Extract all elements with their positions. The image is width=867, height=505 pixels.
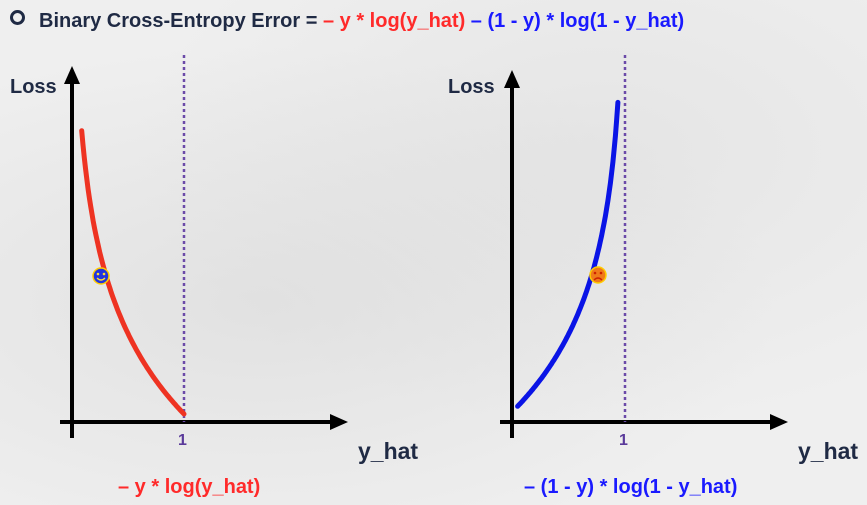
left-loss-curve	[79, 128, 187, 417]
formula-term-2: – (1 - y) * log(1 - y_hat)	[465, 10, 685, 32]
formula-term-1: – y * log(y_hat)	[322, 10, 466, 32]
right-x-axis-label: y_hat	[798, 438, 859, 464]
smiley-face-icon	[92, 267, 110, 285]
right-caption: – (1 - y) * log(1 - y_hat)	[524, 476, 738, 498]
left-tick-label-1: 1	[178, 432, 187, 449]
left-y-axis-arrow	[64, 66, 80, 84]
formula-title: Binary Cross-Entropy Error = – y * log(y…	[10, 10, 684, 33]
frowning-face-icon	[589, 266, 607, 284]
formula-prefix: Binary Cross-Entropy Error =	[39, 10, 323, 32]
left-x-axis-label: y_hat	[358, 438, 419, 464]
right-tick-label-1: 1	[619, 432, 628, 449]
left-y-axis-label: Loss	[10, 76, 57, 98]
right-y-axis-arrow	[504, 70, 520, 88]
left-plot	[60, 55, 348, 438]
right-loss-curve	[515, 99, 621, 409]
left-caption: – y * log(y_hat)	[118, 476, 261, 498]
left-x-axis-arrow	[330, 414, 348, 430]
bullet-icon	[10, 10, 25, 25]
right-x-axis-arrow	[770, 414, 788, 430]
right-plot	[500, 55, 788, 438]
right-y-axis-label: Loss	[448, 76, 495, 98]
